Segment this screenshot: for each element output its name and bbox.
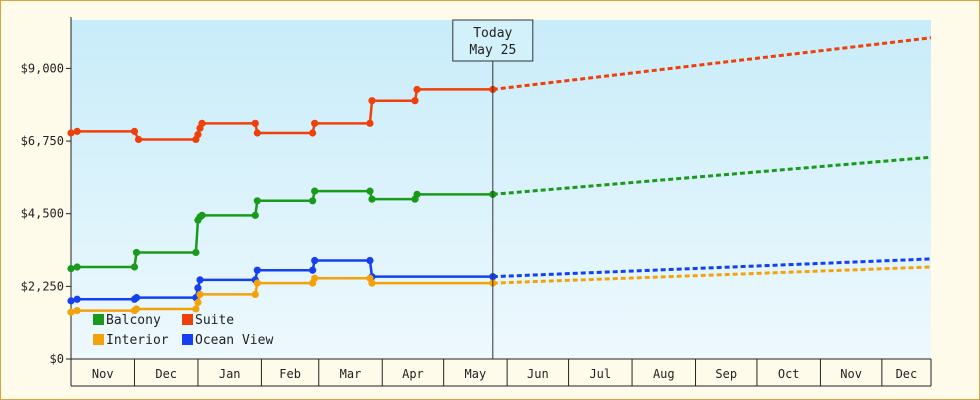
data-point[interactable] — [67, 308, 75, 316]
data-point[interactable] — [309, 266, 317, 274]
data-point[interactable] — [311, 187, 319, 195]
data-point[interactable] — [73, 295, 81, 303]
data-point[interactable] — [196, 276, 204, 284]
today-marker: Today May 25 — [452, 19, 534, 359]
data-point[interactable] — [194, 131, 202, 139]
data-point[interactable] — [253, 266, 261, 274]
legend-swatch — [182, 334, 193, 345]
x-tick-label: Mar — [340, 367, 362, 381]
data-point[interactable] — [413, 85, 421, 94]
legend-label: Suite — [195, 313, 234, 328]
series-layer — [67, 36, 932, 316]
data-point[interactable] — [251, 119, 259, 127]
legend-item-interior[interactable]: Interior — [93, 333, 169, 348]
legend-item-suite[interactable]: Suite — [182, 313, 234, 328]
y-tick-label: $2,250 — [21, 279, 64, 293]
data-point[interactable] — [198, 119, 206, 127]
data-point[interactable] — [309, 129, 317, 137]
data-point[interactable] — [130, 263, 139, 271]
x-tick-label: Jun — [527, 367, 549, 381]
data-point[interactable] — [196, 290, 204, 299]
data-point[interactable] — [73, 306, 81, 315]
data-point[interactable] — [366, 119, 374, 127]
data-point[interactable] — [194, 298, 202, 307]
data-point[interactable] — [311, 119, 319, 127]
today-title: Today — [473, 26, 512, 41]
legend-swatch — [93, 334, 104, 345]
x-tick-label: Apr — [402, 367, 424, 381]
x-tick-label: Nov — [840, 367, 862, 381]
forecast-line — [492, 265, 932, 285]
data-point[interactable] — [366, 256, 374, 265]
data-point[interactable] — [368, 195, 376, 203]
plot-area — [71, 20, 931, 359]
data-point[interactable] — [67, 129, 75, 137]
x-tick-label: Jan — [219, 367, 241, 381]
data-point[interactable] — [67, 297, 75, 305]
legend-swatch — [182, 314, 193, 325]
legend-item-balcony[interactable]: Balcony — [93, 313, 161, 328]
x-tick-label: Dec — [896, 367, 918, 381]
y-tick-label: $9,000 — [21, 61, 64, 75]
x-tick-label: Nov — [92, 367, 114, 381]
legend: Balcony Suite Interior Ocean View — [93, 313, 273, 348]
today-date: May 25 — [469, 43, 516, 58]
data-point[interactable] — [67, 265, 75, 273]
series-interior — [67, 265, 932, 316]
x-tick-label: May — [465, 367, 487, 381]
y-tick-label: $0 — [50, 352, 64, 366]
legend-swatch — [93, 314, 104, 325]
y-axis: $0 $2,250 $4,500 $6,750 $9,000 — [21, 17, 72, 366]
data-point[interactable] — [132, 305, 141, 313]
data-point[interactable] — [368, 279, 376, 287]
x-axis: Nov Dec Jan Feb Mar Apr May Jun Jul Aug Sep Oct Nov D… — [70, 358, 932, 387]
data-point[interactable] — [251, 211, 259, 219]
x-tick-label: Oct — [778, 367, 800, 381]
y-tick-label: $6,750 — [21, 134, 64, 148]
data-point[interactable] — [130, 127, 139, 135]
legend-label: Interior — [106, 333, 169, 348]
data-point[interactable] — [253, 279, 261, 287]
x-tick-label: Dec — [155, 367, 177, 381]
x-tick-label: Sep — [715, 367, 737, 381]
series-suite — [67, 36, 932, 144]
data-point[interactable] — [368, 97, 376, 105]
legend-label: Ocean View — [195, 333, 273, 348]
today-box — [452, 19, 534, 62]
legend-item-ocean-view[interactable]: Ocean View — [182, 333, 273, 348]
data-point[interactable] — [311, 256, 319, 265]
legend-label: Balcony — [106, 313, 161, 328]
data-point[interactable] — [253, 197, 261, 205]
data-point[interactable] — [251, 290, 259, 299]
data-point[interactable] — [311, 274, 319, 282]
forecast-line — [492, 257, 932, 279]
x-tick-label: Feb — [279, 367, 301, 381]
data-point[interactable] — [366, 187, 374, 195]
data-point[interactable] — [134, 135, 143, 144]
data-point[interactable] — [73, 263, 81, 271]
y-tick-label: $4,500 — [21, 207, 64, 221]
data-point[interactable] — [192, 248, 200, 257]
data-point[interactable] — [411, 97, 419, 105]
series-balcony — [67, 155, 932, 273]
forecast-line — [492, 155, 932, 196]
data-point[interactable] — [413, 190, 421, 198]
data-point[interactable] — [73, 127, 81, 135]
forecast-line — [492, 36, 932, 91]
data-point[interactable] — [253, 129, 261, 137]
x-tick-label: Jul — [589, 367, 611, 381]
data-point[interactable] — [132, 294, 141, 302]
data-point[interactable] — [192, 305, 200, 313]
data-point[interactable] — [309, 197, 317, 205]
data-point[interactable] — [198, 211, 206, 219]
x-tick-label: Aug — [653, 367, 675, 381]
data-point[interactable] — [194, 284, 202, 292]
data-point[interactable] — [132, 248, 141, 257]
